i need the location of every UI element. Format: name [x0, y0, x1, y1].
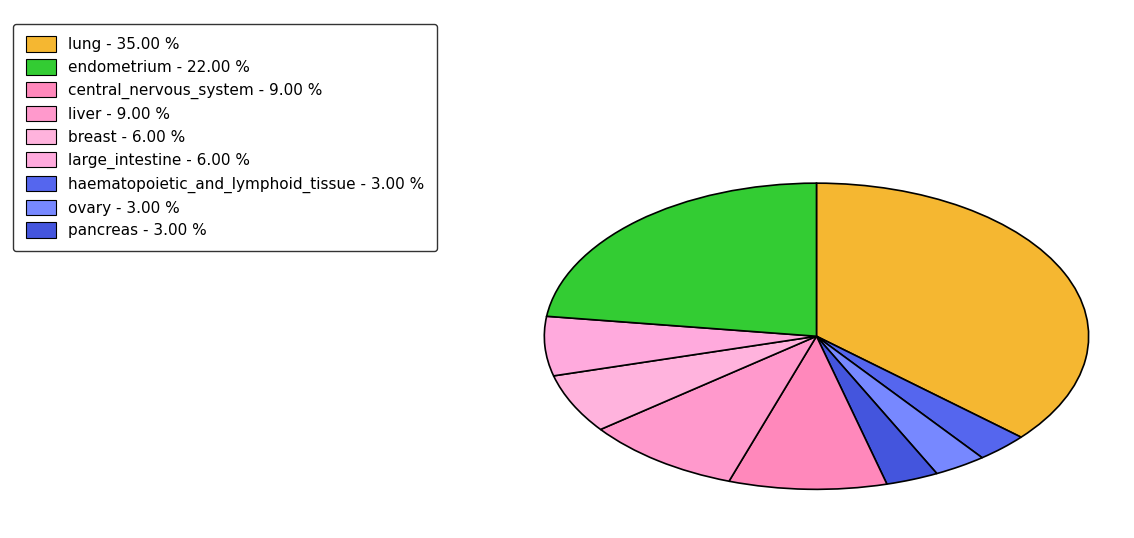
Wedge shape — [816, 336, 937, 484]
Wedge shape — [553, 336, 816, 429]
Wedge shape — [544, 316, 816, 376]
Wedge shape — [816, 336, 982, 473]
Legend: lung - 35.00 %, endometrium - 22.00 %, central_nervous_system - 9.00 %, liver - : lung - 35.00 %, endometrium - 22.00 %, c… — [14, 24, 437, 251]
Wedge shape — [601, 336, 816, 481]
Wedge shape — [816, 183, 1089, 437]
Wedge shape — [547, 183, 816, 336]
Wedge shape — [816, 336, 1021, 458]
Wedge shape — [729, 336, 887, 490]
